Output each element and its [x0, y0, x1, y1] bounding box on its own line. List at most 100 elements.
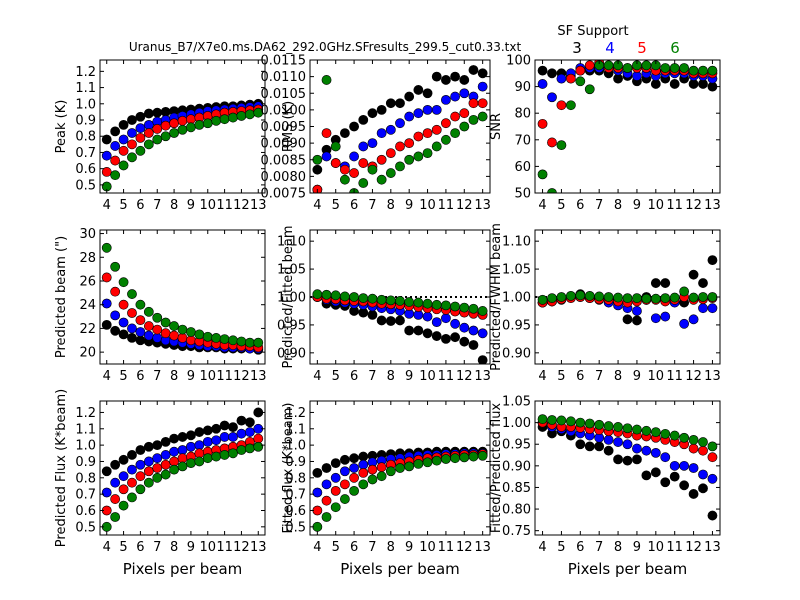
point-series-6 — [404, 461, 415, 472]
x-tick-label: 13 — [704, 198, 721, 213]
point-series-3 — [431, 71, 442, 82]
point-series-6 — [194, 456, 205, 467]
point-series-6 — [565, 100, 576, 111]
x-tick-label: 8 — [614, 369, 622, 384]
data-points — [101, 98, 264, 192]
point-series-3 — [186, 430, 196, 441]
x-tick-label: 11 — [438, 369, 455, 384]
point-series-4 — [547, 92, 557, 103]
point-series-6 — [707, 441, 718, 452]
point-series-6 — [135, 299, 146, 310]
axes-frame — [534, 400, 721, 536]
point-series-6 — [660, 428, 671, 439]
point-series-3 — [101, 134, 112, 145]
x-tick-label: 5 — [332, 198, 340, 213]
point-series-3 — [202, 425, 213, 436]
point-series-3 — [459, 75, 470, 85]
x-tick-label: 6 — [576, 198, 584, 213]
point-series-4 — [135, 327, 146, 337]
y-tick-label: 0.0115 — [261, 54, 307, 69]
y-axis-label: Predicted/FWHM beam — [489, 223, 504, 371]
point-series-3 — [632, 315, 642, 326]
point-series-6 — [376, 471, 387, 482]
point-series-5 — [450, 111, 460, 122]
x-tick-label: 13 — [474, 540, 491, 555]
panel-1: 4 5 6 7 8 9 10 11 12 13 0.50.60.70.80.9 1.01.11.2 Pe… — [54, 59, 267, 213]
x-tick-label: 10 — [199, 540, 216, 555]
point-series-6 — [422, 457, 433, 468]
y-tick-label: 1.2 — [75, 406, 96, 421]
point-series-4 — [650, 313, 661, 324]
point-series-4 — [477, 81, 488, 92]
legend: 3 4 5 6 — [572, 39, 680, 57]
point-series-4 — [135, 459, 146, 470]
point-series-6 — [367, 164, 378, 175]
point-series-5 — [477, 98, 488, 109]
data-points — [101, 242, 264, 355]
point-series-5 — [376, 462, 387, 473]
point-series-5 — [584, 60, 595, 71]
x-tick-label: 6 — [350, 198, 358, 213]
point-series-6 — [404, 154, 415, 165]
point-series-5 — [169, 330, 179, 341]
point-series-6 — [660, 63, 671, 73]
x-tick-label: 7 — [595, 198, 603, 213]
point-series-6 — [537, 414, 548, 425]
y-tick-label: 1.1 — [75, 81, 96, 96]
point-series-5 — [556, 100, 567, 111]
point-series-6 — [431, 299, 442, 310]
axes-frame — [99, 229, 266, 365]
point-series-4 — [641, 445, 652, 456]
y-tick-label: 0.0110 — [261, 70, 307, 85]
y-tick-label: 0.6 — [75, 504, 96, 519]
legend-entry-6: 6 — [670, 39, 680, 57]
point-series-6 — [244, 109, 255, 120]
point-series-4 — [441, 95, 451, 105]
point-series-4 — [152, 453, 163, 464]
point-series-3 — [376, 104, 387, 115]
point-series-3 — [477, 355, 488, 364]
point-series-4 — [707, 303, 718, 314]
point-series-4 — [118, 134, 129, 145]
x-tick-label: 8 — [387, 369, 395, 384]
y-tick-label: 28 — [79, 251, 96, 266]
point-series-3 — [177, 432, 188, 442]
x-tick-label: 12 — [685, 198, 702, 213]
point-series-5 — [395, 141, 405, 152]
point-series-5 — [413, 131, 424, 142]
point-series-6 — [339, 174, 350, 185]
point-series-6 — [253, 441, 264, 452]
x-tick-label: 6 — [576, 369, 584, 384]
x-tick-label: 5 — [119, 369, 127, 384]
point-series-6 — [367, 474, 378, 485]
panel-3: 4 5 6 7 8 9 10 11 12 13 50 60 70 80 90 100 SNR — [489, 54, 721, 214]
point-series-3 — [127, 115, 137, 125]
point-series-6 — [321, 289, 332, 300]
x-tick-label: 6 — [136, 369, 144, 384]
data-points — [312, 446, 488, 532]
x-tick-label: 13 — [250, 198, 267, 213]
point-series-6 — [330, 290, 341, 301]
point-series-5 — [312, 505, 323, 516]
x-tick-label: 9 — [633, 369, 641, 384]
x-tick-label: 10 — [648, 369, 665, 384]
point-series-5 — [321, 495, 332, 506]
point-series-6 — [707, 65, 718, 76]
y-tick-label: 1.05 — [502, 395, 531, 410]
point-series-4 — [101, 150, 112, 161]
y-tick-label: 0.7 — [285, 488, 306, 503]
y-axis-label: Peak (K) — [54, 100, 69, 154]
point-series-6 — [385, 168, 396, 178]
point-series-6 — [186, 327, 196, 337]
x-tick-label: 12 — [456, 369, 473, 384]
y-axis-label: Predicted beam (") — [54, 236, 69, 358]
point-series-3 — [118, 454, 129, 465]
point-series-5 — [160, 120, 171, 131]
point-series-5 — [349, 472, 359, 483]
point-series-4 — [450, 91, 460, 102]
point-series-4 — [679, 460, 690, 471]
point-series-5 — [321, 128, 332, 139]
point-series-5 — [143, 466, 154, 477]
x-tick-label: 12 — [233, 198, 250, 213]
